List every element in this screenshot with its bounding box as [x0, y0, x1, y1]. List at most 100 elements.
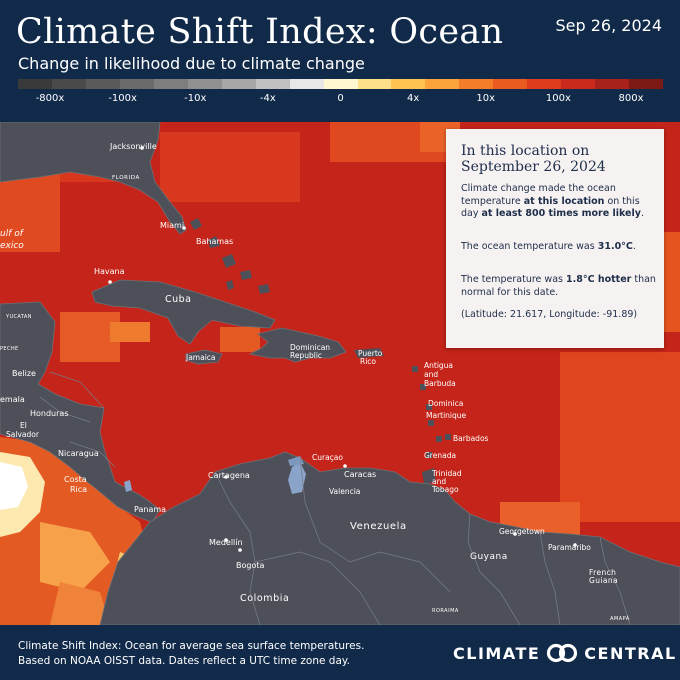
label-havana: Havana — [94, 267, 125, 276]
label-bahamas: Bahamas — [196, 237, 233, 246]
label-paramaribo: Paramaribo — [548, 543, 591, 552]
info-heading: In this location on September 26, 2024 — [461, 143, 606, 175]
legend-label: -10x — [184, 93, 207, 104]
label-costa-rica-1: Costa — [64, 475, 87, 484]
label-panama: Panama — [134, 505, 166, 514]
legend-swatch — [119, 79, 154, 89]
legend-swatch — [629, 79, 664, 89]
legend-swatch — [51, 79, 86, 89]
city-dot — [513, 532, 517, 536]
page-subtitle: Change in likelihood due to climate chan… — [18, 54, 365, 73]
info-paragraph-coordinates: (Latitude: 21.617, Longitude: -91.89) — [461, 309, 638, 320]
pacific-orange-2 — [50, 582, 110, 625]
border — [539, 531, 561, 625]
label-belize: Belize — [12, 369, 36, 378]
border — [49, 371, 105, 409]
label-colombia: Colombia — [240, 593, 289, 604]
legend-swatch — [187, 79, 222, 89]
legend-swatch — [323, 79, 358, 89]
florida-land — [0, 122, 187, 235]
bahamas-islands — [190, 218, 270, 294]
footer-line-2: Based on NOAA OISST data. Dates reflect … — [18, 655, 350, 667]
info-text: than normal for this date. — [461, 274, 656, 298]
brand-word-central: CENTRAL — [584, 643, 677, 663]
label-antigua-1: Antigua — [424, 361, 453, 370]
label-curacao: Curaçao — [312, 453, 343, 462]
island — [258, 284, 270, 294]
info-paragraph-anomaly: The temperature was 1.8°C hotter than no… — [461, 274, 656, 299]
borders — [39, 371, 631, 625]
island — [426, 404, 432, 410]
label-gulf-2: exico — [0, 241, 24, 251]
label-guatemala: emala — [0, 395, 25, 404]
info-text: The temperature was — [461, 274, 566, 285]
city-dot — [224, 475, 228, 479]
label-gulf-1: ulf of — [0, 229, 25, 239]
border — [214, 471, 261, 625]
patch — [160, 132, 300, 202]
legend-labels: -800x -100x -10x -4x 0 4x 10x 100x 800x — [18, 93, 663, 107]
label-bogota: Bogota — [236, 561, 264, 570]
label-puerto-rico-1: Puerto — [358, 349, 383, 358]
info-paragraph-likelihood: Climate change made the ocean temperatur… — [461, 183, 656, 221]
climate-central-logo[interactable]: CLIMATE CENTRAL — [453, 641, 677, 665]
info-emphasis: 1.8°C hotter — [565, 274, 632, 285]
info-text: Climate change made the ocean temperatur… — [461, 183, 616, 207]
legend-swatch — [357, 79, 392, 89]
brand-word-climate: CLIMATE — [453, 643, 541, 663]
island — [412, 366, 418, 372]
city-dot — [224, 538, 228, 542]
label-florida: FLORIDA — [112, 175, 140, 181]
south-america-land — [99, 451, 680, 625]
label-martinique: Martinique — [426, 411, 467, 420]
legend-label: 800x — [618, 93, 644, 104]
label-yucatan: YUCATAN — [5, 314, 32, 320]
label-trinidad-1: Trinidad — [431, 469, 462, 478]
legend-swatch — [18, 79, 52, 89]
label-cuba: Cuba — [165, 294, 192, 305]
legend-swatch — [561, 79, 596, 89]
legend-swatch — [85, 79, 120, 89]
header: Climate Shift Index: Ocean Sep 26, 2024 … — [0, 0, 680, 122]
map-labels: Jacksonville FLORIDA Miami Bahamas ulf o… — [0, 142, 630, 622]
label-venezuela: Venezuela — [350, 521, 407, 532]
legend-swatch — [459, 79, 494, 89]
footer-line-1: Climate Shift Index: Ocean for average s… — [18, 640, 365, 652]
label-barbados: Barbados — [453, 434, 489, 443]
label-valencia: Valencia — [329, 487, 360, 496]
info-text: The ocean temperature was — [461, 241, 598, 252]
label-antigua-3: Barbuda — [424, 379, 456, 388]
lesser-antilles — [412, 366, 451, 484]
island — [420, 384, 426, 390]
label-dominican-1: Dominican — [290, 343, 330, 352]
island — [422, 468, 436, 484]
label-peche: PECHE — [0, 346, 19, 352]
legend-swatch — [221, 79, 256, 89]
border — [599, 536, 631, 625]
label-french-guiana-1: French — [589, 568, 616, 577]
label-trinidad-3: Tobago — [431, 485, 459, 494]
legend-label: 10x — [476, 93, 496, 104]
label-amapa: AMAPÁ — [610, 615, 630, 622]
date-label: Sep 26, 2024 — [555, 16, 663, 35]
label-salvador-2: Salvador — [6, 430, 40, 439]
border — [299, 457, 451, 593]
city-markers — [108, 146, 577, 552]
island — [426, 452, 432, 458]
patch — [560, 352, 680, 522]
page-title: Climate Shift Index: Ocean — [16, 12, 504, 52]
label-jamaica: Jamaica — [185, 353, 216, 362]
info-emphasis: 31.0°C — [597, 241, 633, 252]
label-cartagena: Cartagena — [208, 471, 250, 480]
legend-color-bar — [18, 79, 664, 89]
jamaica-land — [185, 349, 223, 365]
legend-swatch — [425, 79, 460, 89]
city-dot — [182, 226, 186, 230]
info-emphasis: at least 800 times more likely — [481, 208, 641, 219]
info-text: on this day — [461, 195, 640, 220]
border — [467, 513, 521, 625]
pacific-orange — [40, 522, 110, 592]
legend-swatch — [493, 79, 528, 89]
legend-label: -4x — [259, 93, 276, 104]
island — [226, 280, 234, 290]
